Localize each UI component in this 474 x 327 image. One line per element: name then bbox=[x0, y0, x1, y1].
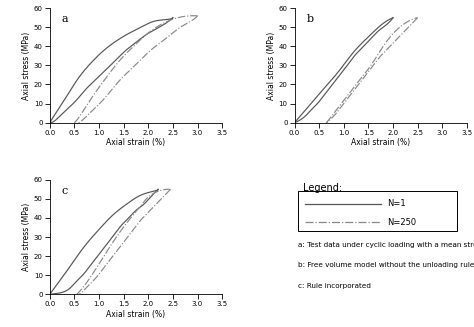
Text: a: Test data under cyclic loading with a mean stress: a: Test data under cyclic loading with a… bbox=[298, 242, 474, 248]
Text: N=250: N=250 bbox=[388, 218, 417, 227]
X-axis label: Axial strain (%): Axial strain (%) bbox=[351, 138, 410, 147]
Text: c: Rule incorporated: c: Rule incorporated bbox=[298, 283, 371, 289]
X-axis label: Axial strain (%): Axial strain (%) bbox=[106, 310, 165, 319]
Y-axis label: Axial stress (MPa): Axial stress (MPa) bbox=[22, 203, 31, 271]
Text: b: b bbox=[307, 14, 314, 24]
X-axis label: Axial strain (%): Axial strain (%) bbox=[106, 138, 165, 147]
Text: b: Free volume model without the unloading rule: b: Free volume model without the unloadi… bbox=[298, 262, 474, 268]
Text: c: c bbox=[62, 185, 68, 196]
Text: Legend:: Legend: bbox=[303, 183, 342, 193]
Text: N=1: N=1 bbox=[388, 199, 406, 208]
Y-axis label: Axial stress (MPa): Axial stress (MPa) bbox=[267, 31, 276, 99]
Y-axis label: Axial stress (MPa): Axial stress (MPa) bbox=[22, 31, 31, 99]
Text: a: a bbox=[62, 14, 68, 24]
